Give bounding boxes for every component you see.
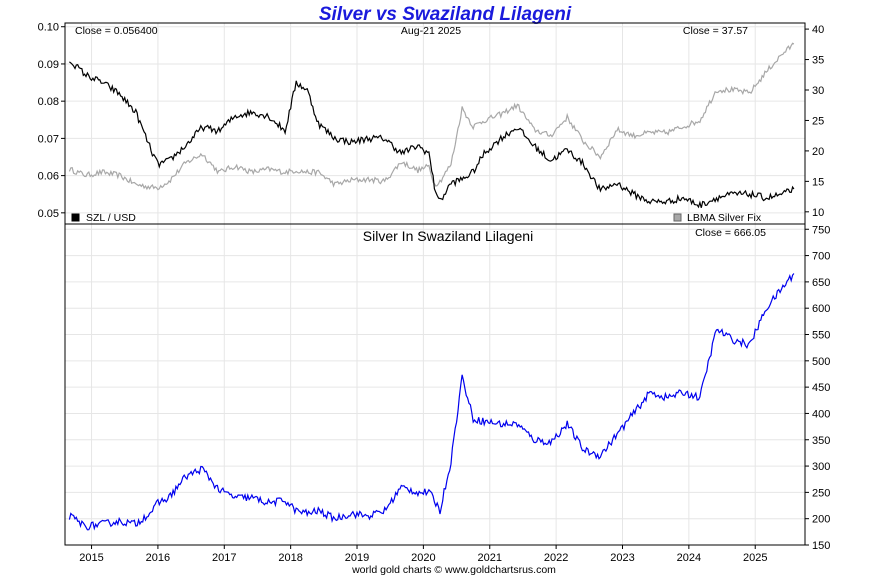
x-tick-label: 2021 (478, 552, 502, 564)
top-date-label: Aug-21 2025 (401, 25, 461, 37)
right-tick-label: 500 (812, 356, 830, 368)
right-tick-label: 400 (812, 408, 830, 420)
bottom-close-right: Close = 666.05 (695, 227, 766, 239)
right-tick-label: 350 (812, 435, 830, 447)
right-tick-label: 35 (812, 55, 824, 67)
bottom-panel-frame (64, 223, 806, 546)
left-tick-label: 0.09 (38, 59, 59, 71)
top-panel: 0.050.060.070.080.090.10 10152025303540 … (38, 22, 824, 225)
left-tick-label: 0.10 (38, 22, 59, 34)
right-tick-label: 10 (812, 207, 824, 219)
right-tick-label: 600 (812, 303, 830, 315)
bottom-panel-grid (65, 224, 805, 546)
right-tick-label: 700 (812, 251, 830, 263)
x-tick-label: 2025 (743, 552, 767, 564)
left-tick-label: 0.07 (38, 133, 59, 145)
bottom-right-axis: 150 200 250 300 350 400 450 500 550 600 650 700 750 (805, 224, 830, 552)
right-tick-label: 150 (812, 540, 830, 552)
x-tick-label: 2015 (79, 552, 103, 564)
top-left-axis: 0.05 0.06 0.07 0.08 0.09 0.10 (38, 22, 65, 220)
bottom-panel-title: Silver In Swaziland Lilageni (363, 228, 533, 244)
top-right-axis: 10 15 20 25 30 35 40 (805, 24, 824, 219)
legend-szl-swatch (71, 213, 80, 222)
legend-silver-swatch (673, 213, 682, 222)
bottom-panel: 150200250300350400450500550600650700750 … (64, 223, 830, 564)
x-tick-label: 2019 (345, 552, 369, 564)
left-tick-label: 0.05 (38, 208, 59, 220)
x-tick-label: 2022 (544, 552, 568, 564)
right-tick-label: 30 (812, 85, 824, 97)
right-tick-label: 25 (812, 115, 824, 127)
x-tick-label: 2024 (677, 552, 701, 564)
right-tick-label: 650 (812, 277, 830, 289)
series-szl-usd-line (69, 61, 795, 209)
x-tick-label: 2016 (146, 552, 170, 564)
right-tick-label: 200 (812, 514, 830, 526)
footer-credit: world gold charts © www.goldchartsrus.co… (351, 564, 556, 575)
right-tick-label: 250 (812, 487, 830, 499)
top-close-left: Close = 0.056400 (75, 25, 158, 37)
legend-silver-label: LBMA Silver Fix (687, 212, 762, 224)
x-tick-label: 2023 (610, 552, 634, 564)
top-close-right: Close = 37.57 (683, 25, 748, 37)
left-tick-label: 0.06 (38, 171, 59, 183)
x-tick-label: 2018 (278, 552, 302, 564)
right-tick-label: 450 (812, 382, 830, 394)
series-lbma-silver-fix-line (68, 42, 795, 191)
right-tick-label: 750 (812, 224, 830, 236)
legend-szl-label: SZL / USD (86, 212, 136, 224)
chart-title: Silver vs Swaziland Lilageni (319, 4, 572, 25)
bottom-x-axis: 2015 2016 2017 2018 2019 2020 2021 2022 2023 2024… (79, 545, 767, 564)
right-tick-label: 40 (812, 24, 824, 36)
right-tick-label: 550 (812, 330, 830, 342)
right-tick-label: 15 (812, 176, 824, 188)
right-tick-label: 300 (812, 461, 830, 473)
x-tick-label: 2020 (411, 552, 435, 564)
x-tick-label: 2017 (212, 552, 236, 564)
top-panel-grid (65, 23, 805, 224)
series-silver-in-lilageni-line (68, 273, 795, 531)
right-tick-label: 20 (812, 146, 824, 158)
left-tick-label: 0.08 (38, 96, 59, 108)
